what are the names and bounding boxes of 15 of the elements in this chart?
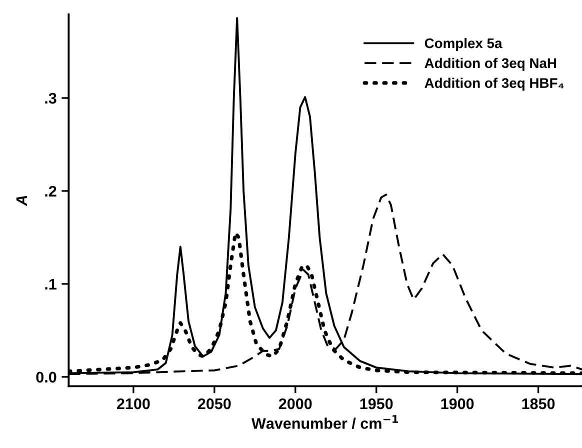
x-tick-label: 2100: [116, 398, 150, 410]
y-tick-label: .3: [45, 92, 56, 104]
y-tick-label: .2: [45, 186, 56, 196]
y-axis-title: A: [16, 196, 27, 206]
x-tick-label: 1850: [522, 398, 555, 410]
legend-label: Addition of 3eq NaH: [424, 58, 556, 71]
x-tick-label: 2050: [198, 398, 231, 410]
x-tick-label: 1900: [441, 398, 474, 410]
y-tick-label: .1: [45, 278, 56, 290]
legend-label: Complex 5a: [424, 38, 502, 51]
y-tick-label: 0.0: [36, 372, 56, 383]
x-axis-title: Wavenumber / cm$^{−1}$: [251, 415, 398, 430]
x-tick-label: 2000: [278, 398, 312, 410]
x-tick-label: 1950: [360, 398, 393, 410]
legend-label: Addition of 3eq HBF₄: [424, 78, 564, 91]
